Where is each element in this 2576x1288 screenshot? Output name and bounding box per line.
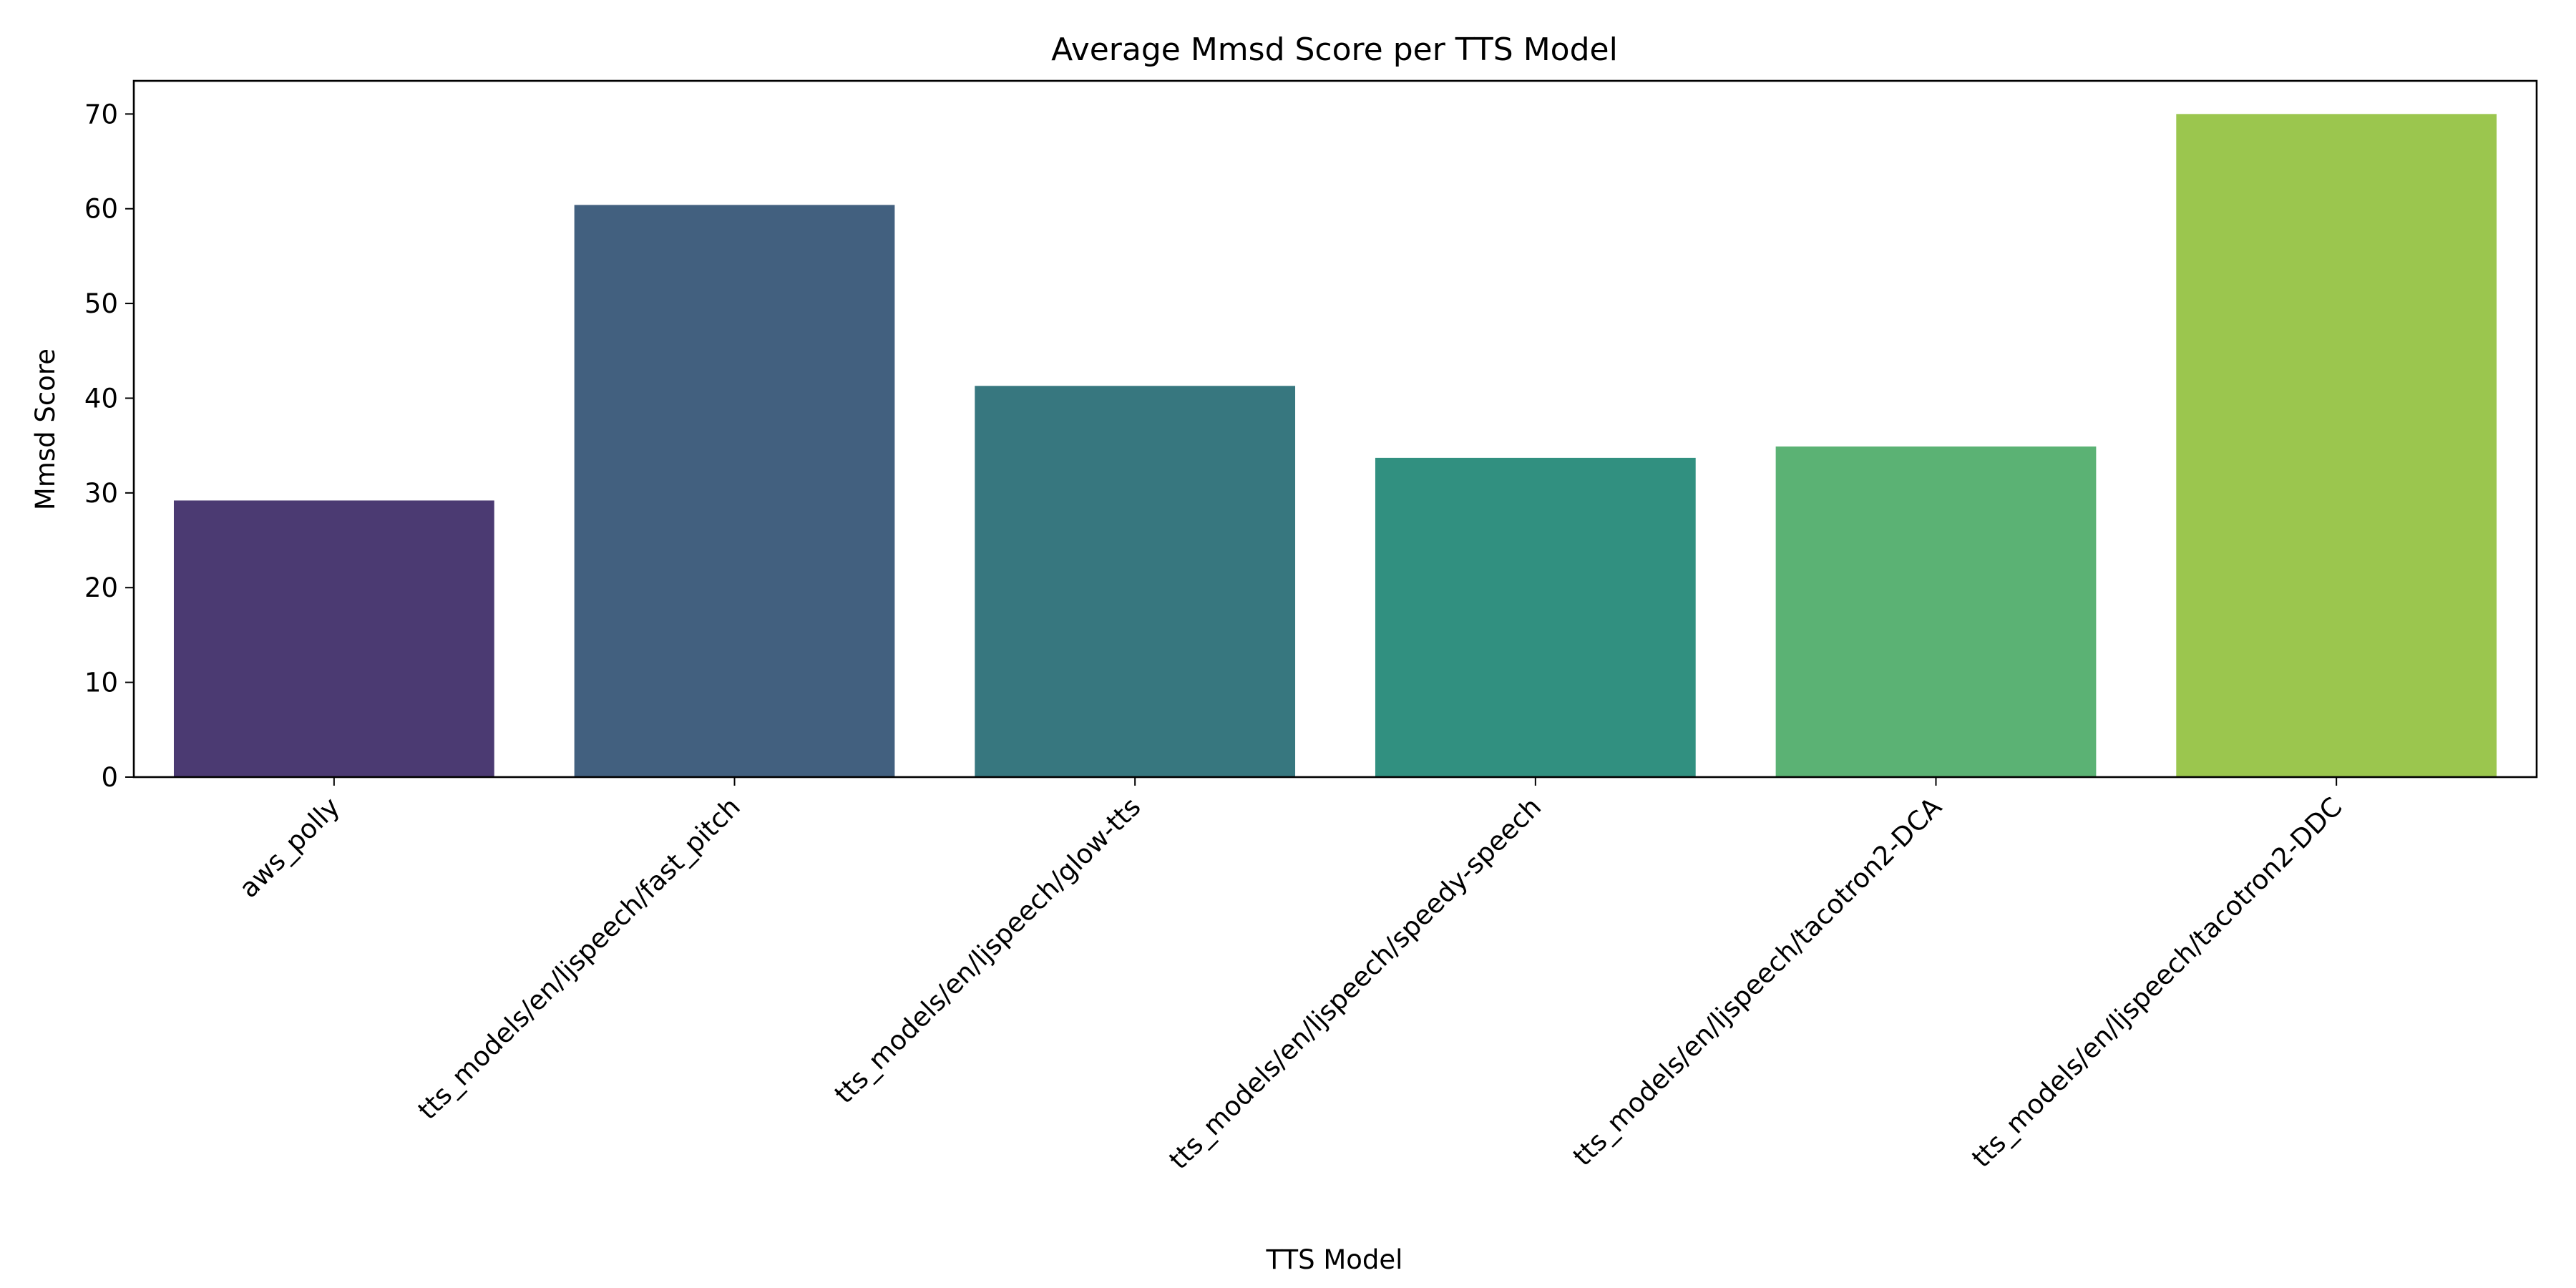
- bars-group: [173, 114, 2497, 778]
- bar-5: [2176, 114, 2497, 778]
- x-tick-label: tts_models/en/ljspeech/fast_pitch: [412, 791, 746, 1126]
- y-tick-label: 20: [84, 572, 118, 603]
- y-tick-label: 30: [84, 478, 118, 509]
- bar-1: [574, 205, 895, 777]
- y-tick-label: 50: [84, 288, 118, 319]
- x-tick-label: tts_models/en/ljspeech/glow-tts: [829, 791, 1147, 1110]
- y-tick-label: 60: [84, 194, 118, 225]
- x-tick-label: tts_models/en/ljspeech/tacotron2-DDC: [1966, 791, 2348, 1174]
- y-axis-ticks: 0 10 20 30 40 50 60 70: [84, 99, 134, 793]
- y-axis-label: Mmsd Score: [30, 348, 61, 510]
- x-tick-label: tts_models/en/ljspeech/speedy-speech: [1163, 791, 1548, 1176]
- y-tick-label: 70: [84, 99, 118, 130]
- y-tick-label: 10: [84, 668, 118, 698]
- y-tick-label: 40: [84, 383, 118, 414]
- bar-0: [173, 500, 494, 777]
- bar-2: [975, 386, 1296, 777]
- y-tick-label: 0: [101, 762, 118, 793]
- x-tick-label: tts_models/en/ljspeech/tacotron2-DCA: [1567, 791, 1948, 1172]
- x-tick-label: aws_polly: [233, 791, 346, 904]
- x-axis-label: TTS Model: [1266, 1244, 1403, 1275]
- chart-title: Average Mmsd Score per TTS Model: [1051, 31, 1618, 68]
- bar-4: [1775, 446, 2097, 777]
- x-axis-ticks: aws_polly tts_models/en/ljspeech/fast_pit…: [233, 777, 2348, 1176]
- plot-frame: [132, 79, 2538, 779]
- bar-3: [1375, 457, 1696, 777]
